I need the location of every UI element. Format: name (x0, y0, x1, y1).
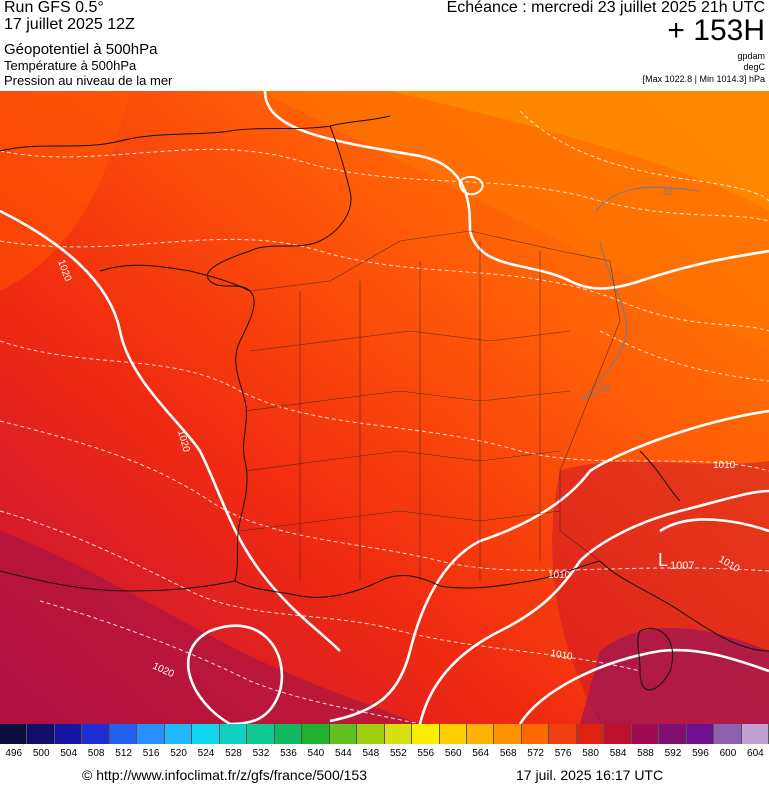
scale-swatch (329, 724, 358, 744)
scale-label: 568 (499, 748, 517, 759)
param-temperature: Température à 500hPa (4, 58, 137, 73)
scale-label: 528 (225, 748, 242, 759)
low-pressure-value: 1007 (670, 560, 694, 572)
admin-borders (239, 230, 621, 581)
scale-swatch (576, 724, 605, 744)
scale-swatch (466, 724, 495, 744)
pressure-minmax: [Max 1022.8 | Min 1014.3] hPa (642, 74, 765, 84)
scale-swatch (137, 724, 165, 744)
weather-map[interactable]: 1020 1020 1020 1010 1010 1010 1010 -16 -… (0, 91, 769, 724)
run-date: 17 juillet 2025 12Z (4, 16, 135, 33)
scale-swatch (109, 724, 138, 744)
scale-swatch (604, 724, 632, 744)
scale-swatch (54, 724, 83, 744)
scale-swatch (164, 724, 193, 744)
scale-swatch (494, 724, 522, 744)
scale-label: 524 (197, 748, 215, 759)
source-url[interactable]: © http://www.infoclimat.fr/z/gfs/france/… (82, 767, 367, 783)
param-pressure: Pression au niveau de la mer (4, 73, 173, 88)
scale-label: 584 (609, 748, 627, 759)
scale-swatch (192, 724, 220, 744)
scale-label: 516 (142, 748, 160, 759)
scale-label: 604 (747, 748, 764, 759)
isobar-label-1010-s: 1010 (549, 648, 573, 663)
scale-label: 596 (692, 748, 709, 759)
scale-swatch (357, 724, 385, 744)
scale-label: 496 (5, 748, 23, 759)
scale-swatch (302, 724, 330, 744)
run-title: Run GFS 0.5° (4, 0, 104, 16)
unit-degc: degC (743, 62, 765, 72)
forecast-hour: + 153H (667, 14, 765, 47)
scale-swatch (741, 724, 769, 744)
scale-swatch (686, 724, 715, 744)
isobars (0, 91, 769, 724)
scale-label: 548 (362, 748, 380, 759)
scale-swatch (82, 724, 110, 744)
scale-label: 564 (472, 748, 490, 759)
coastlines (0, 115, 769, 691)
isobar-label-1010-e: 1010 (713, 460, 736, 471)
scale-label: 592 (664, 748, 682, 759)
scale-swatch (659, 724, 687, 744)
generated-timestamp: 17 juil. 2025 16:17 UTC (516, 767, 664, 783)
scale-label: 500 (32, 748, 50, 759)
scale-label: 536 (280, 748, 297, 759)
scale-swatch (521, 724, 550, 744)
scale-swatch (274, 724, 303, 744)
color-scale (0, 724, 769, 744)
scale-label: 600 (719, 748, 737, 759)
scale-swatch (714, 724, 742, 744)
scale-swatch (549, 724, 577, 744)
scale-swatch (384, 724, 413, 744)
scale-label: 552 (389, 748, 407, 759)
scale-swatch (247, 724, 275, 744)
isobar-label-1010-se: 1010 (548, 570, 571, 581)
temperature-line (582, 186, 701, 400)
band-low-southwest (0, 531, 420, 724)
scale-swatch (219, 724, 248, 744)
band-corsica-purple (580, 627, 769, 724)
scale-label: 580 (582, 748, 599, 759)
scale-label: 532 (252, 748, 270, 759)
scale-swatch (0, 724, 28, 744)
scale-swatch (439, 724, 467, 744)
band-580 (390, 91, 769, 211)
temp-label-north: -16 (660, 187, 673, 197)
scale-label: 588 (637, 748, 654, 759)
temp-label-south: -16 (597, 383, 610, 393)
color-scale-labels: 496 500 504 508 512 516 520 524 528 532 536 540 544 5… (0, 748, 769, 762)
scale-swatch (27, 724, 55, 744)
low-pressure-marker: L (658, 550, 668, 570)
scale-label: 576 (554, 748, 572, 759)
param-geopotential: Géopotentiel à 500hPa (4, 41, 158, 58)
scale-label: 520 (170, 748, 187, 759)
scale-swatch (412, 724, 440, 744)
scale-swatch (631, 724, 660, 744)
scale-label: 544 (335, 748, 352, 759)
unit-gpdam: gpdam (737, 51, 765, 61)
scale-label: 572 (527, 748, 544, 759)
forecast-echeance: Echéance : mercredi 23 juillet 2025 21h … (446, 0, 765, 16)
scale-label: 560 (444, 748, 462, 759)
scale-label: 540 (307, 748, 325, 759)
band-568 (0, 91, 130, 291)
scale-label: 512 (115, 748, 132, 759)
scale-label: 556 (417, 748, 435, 759)
scale-label: 508 (87, 748, 105, 759)
scale-label: 504 (60, 748, 78, 759)
